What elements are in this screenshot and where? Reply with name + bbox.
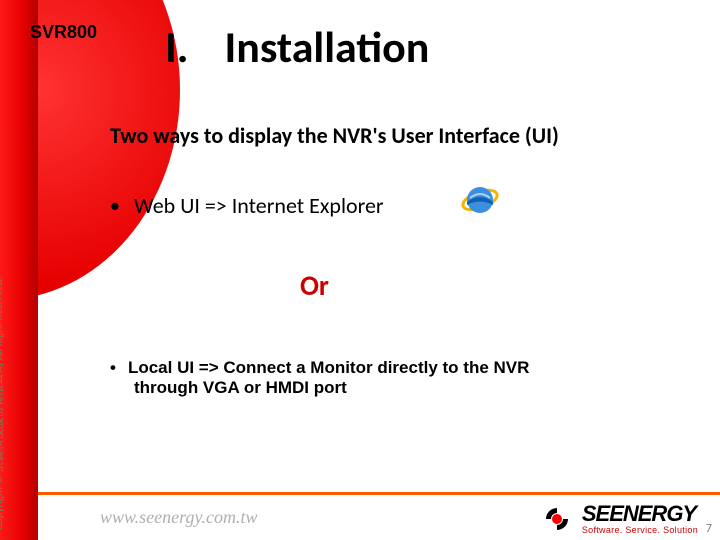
bullet-local-ui-line1: Local UI => Connect a Monitor directly t… [128, 358, 529, 377]
bullet-dot: • [110, 358, 116, 377]
title-number: I. [165, 20, 188, 74]
footer-url: www.seenergy.com.tw [100, 507, 257, 528]
slide: Copyright © 崇賢科技股份有限公司 All Right Reserve… [0, 0, 720, 540]
bullet-web-ui: • Web UI => Internet Explorer [110, 192, 384, 219]
brand-mark-icon [540, 502, 574, 536]
or-separator: Or [300, 268, 329, 303]
copyright-text: Copyright © 崇賢科技股份有限公司 All Right Reserve… [0, 277, 6, 530]
page-title: I. Installation [165, 20, 429, 74]
page-number: 7 [706, 522, 712, 536]
brand-logo: SEENERGY Software. Service. Solution [540, 502, 698, 536]
bullet-local-ui: • Local UI => Connect a Monitor directly … [110, 358, 640, 398]
bullet-dot: • [110, 196, 120, 216]
internet-explorer-icon [460, 180, 500, 220]
brand-tagline: Software. Service. Solution [582, 526, 698, 535]
brand-text-block: SEENERGY Software. Service. Solution [582, 503, 698, 535]
brand-name: SEENERGY [582, 503, 696, 525]
product-label: SVR800 [30, 22, 97, 43]
bullet-local-ui-line2: through VGA or HMDI port [110, 378, 640, 398]
bullet-web-ui-text: Web UI => Internet Explorer [134, 192, 384, 219]
subtitle: Two ways to display the NVR's User Inter… [110, 122, 559, 149]
title-text: Installation [224, 20, 429, 74]
